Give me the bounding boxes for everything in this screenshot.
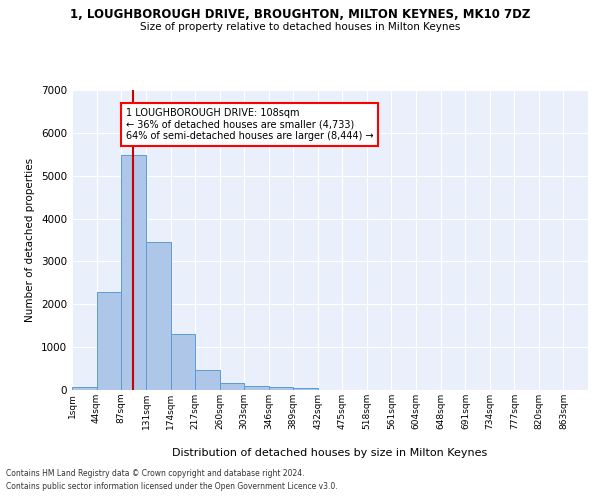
Text: 1 LOUGHBOROUGH DRIVE: 108sqm
← 36% of detached houses are smaller (4,733)
64% of: 1 LOUGHBOROUGH DRIVE: 108sqm ← 36% of de… xyxy=(125,108,373,141)
Text: Contains public sector information licensed under the Open Government Licence v3: Contains public sector information licen… xyxy=(6,482,338,491)
Bar xyxy=(293,388,318,390)
Bar xyxy=(170,334,195,390)
Y-axis label: Number of detached properties: Number of detached properties xyxy=(25,158,35,322)
Bar xyxy=(97,292,121,390)
Text: Distribution of detached houses by size in Milton Keynes: Distribution of detached houses by size … xyxy=(172,448,488,458)
Text: 1, LOUGHBOROUGH DRIVE, BROUGHTON, MILTON KEYNES, MK10 7DZ: 1, LOUGHBOROUGH DRIVE, BROUGHTON, MILTON… xyxy=(70,8,530,20)
Bar xyxy=(244,386,269,390)
Bar xyxy=(121,155,146,390)
Bar xyxy=(146,242,170,390)
Bar xyxy=(220,383,244,390)
Bar xyxy=(72,386,97,390)
Text: Contains HM Land Registry data © Crown copyright and database right 2024.: Contains HM Land Registry data © Crown c… xyxy=(6,468,305,477)
Bar xyxy=(269,387,293,390)
Text: Size of property relative to detached houses in Milton Keynes: Size of property relative to detached ho… xyxy=(140,22,460,32)
Bar xyxy=(195,370,220,390)
